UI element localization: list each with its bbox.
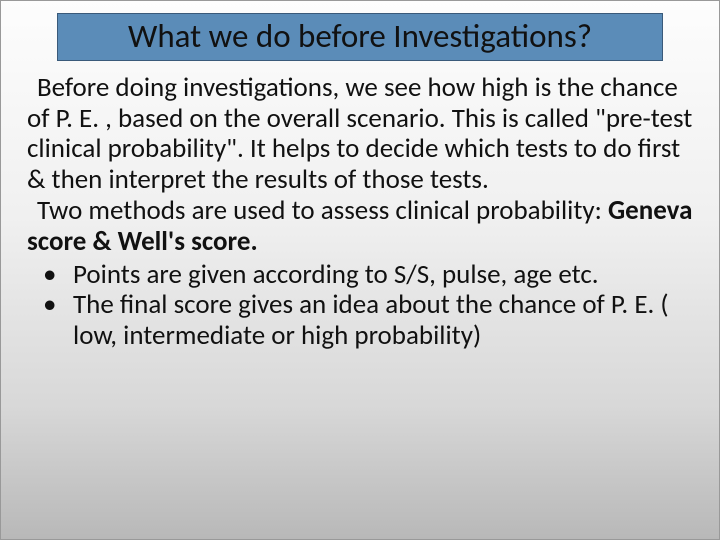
- slide-title: What we do before Investigations?: [128, 18, 592, 56]
- list-item: Points are given according to S/S, pulse…: [27, 260, 693, 291]
- content-area: Before doing investigations, we see how …: [1, 69, 719, 352]
- paragraph-2: Two methods are used to assess clinical …: [27, 196, 693, 258]
- list-item: The final score gives an idea about the …: [27, 290, 693, 352]
- bullet-text-1: The final score gives an idea about the …: [73, 288, 669, 352]
- bullet-text-0: Points are given according to S/S, pulse…: [73, 258, 599, 291]
- paragraph-1: Before doing investigations, we see how …: [27, 73, 693, 196]
- bullet-list: Points are given according to S/S, pulse…: [27, 260, 693, 352]
- para1-lead: Before doing investigations, we see how …: [37, 71, 557, 104]
- title-bar: What we do before Investigations?: [57, 13, 663, 61]
- para2-lead: Two methods are used to assess clinical: [37, 194, 476, 227]
- para2-rest-prefix: probability:: [476, 194, 608, 227]
